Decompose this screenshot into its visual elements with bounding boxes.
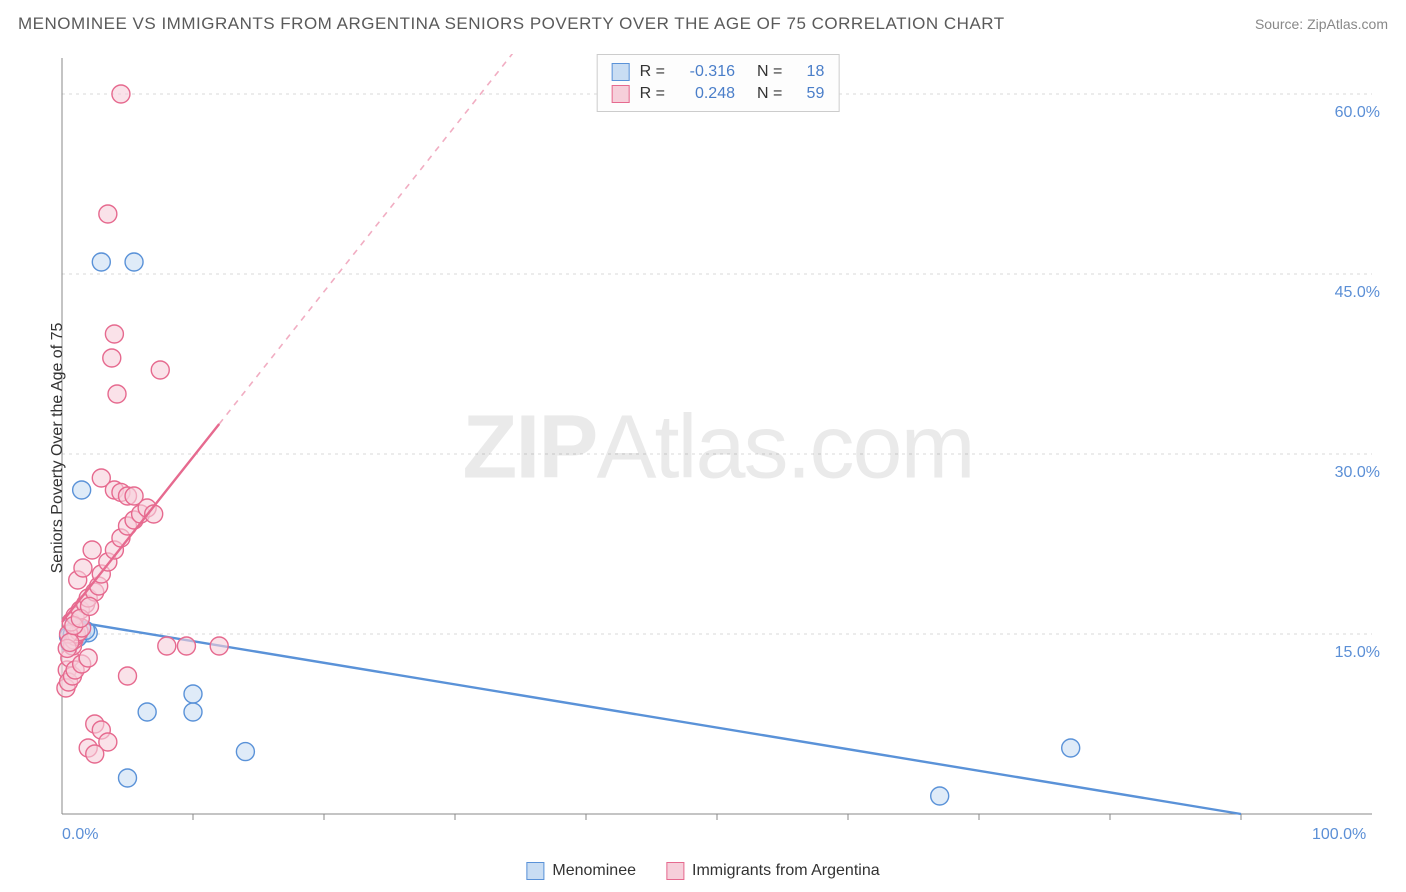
title-bar: MENOMINEE VS IMMIGRANTS FROM ARGENTINA S… [18, 14, 1388, 34]
stat-n-value: 59 [796, 85, 824, 103]
data-point [1062, 739, 1080, 757]
data-point [177, 637, 195, 655]
x-tick-label: 0.0% [62, 826, 98, 844]
legend-swatch [612, 63, 630, 81]
stat-n-label: N = [757, 63, 782, 81]
stat-r-label: R = [640, 63, 665, 81]
stat-r-label: R = [640, 85, 665, 103]
chart-title: MENOMINEE VS IMMIGRANTS FROM ARGENTINA S… [18, 14, 1005, 34]
data-point [138, 703, 156, 721]
data-point [184, 703, 202, 721]
stats-row: R = 0.248 N = 59 [612, 83, 825, 105]
legend-label: Menominee [552, 862, 636, 880]
stat-n-value: 18 [796, 63, 824, 81]
data-point [74, 559, 92, 577]
stat-n-label: N = [757, 85, 782, 103]
y-tick-label: 60.0% [1335, 104, 1380, 122]
data-point [119, 769, 137, 787]
correlation-chart [48, 54, 1388, 842]
data-point [105, 325, 123, 343]
bottom-legend: Menominee Immigrants from Argentina [526, 862, 879, 880]
y-axis-label: Seniors Poverty Over the Age of 75 [49, 323, 67, 574]
source-label: Source: ZipAtlas.com [1255, 16, 1388, 32]
data-point [92, 253, 110, 271]
legend-label: Immigrants from Argentina [692, 862, 880, 880]
legend-item: Immigrants from Argentina [666, 862, 880, 880]
y-tick-label: 15.0% [1335, 644, 1380, 662]
data-point [151, 361, 169, 379]
legend-swatch [666, 862, 684, 880]
data-point [86, 745, 104, 763]
data-point [184, 685, 202, 703]
data-point [79, 649, 97, 667]
data-point [103, 349, 121, 367]
data-point [81, 597, 99, 615]
legend-swatch [526, 862, 544, 880]
data-point [125, 487, 143, 505]
data-point [99, 205, 117, 223]
data-point [931, 787, 949, 805]
data-point [83, 541, 101, 559]
data-point [61, 633, 79, 651]
stat-r-value: 0.248 [679, 85, 735, 103]
y-tick-label: 45.0% [1335, 284, 1380, 302]
stats-row: R = -0.316 N = 18 [612, 61, 825, 83]
data-point [236, 743, 254, 761]
data-point [73, 481, 91, 499]
stats-box: R = -0.316 N = 18 R = 0.248 N = 59 [597, 54, 840, 112]
data-point [119, 667, 137, 685]
data-point [158, 637, 176, 655]
stat-r-value: -0.316 [679, 63, 735, 81]
data-point [125, 253, 143, 271]
x-tick-label: 100.0% [1312, 826, 1366, 844]
trend-line-extrapolated [219, 54, 651, 424]
data-point [210, 637, 228, 655]
trend-line [62, 620, 1241, 814]
legend-item: Menominee [526, 862, 636, 880]
data-point [108, 385, 126, 403]
y-tick-label: 30.0% [1335, 464, 1380, 482]
data-point [112, 85, 130, 103]
legend-swatch [612, 85, 630, 103]
plot-area: Seniors Poverty Over the Age of 75 ZIPAt… [48, 54, 1388, 842]
